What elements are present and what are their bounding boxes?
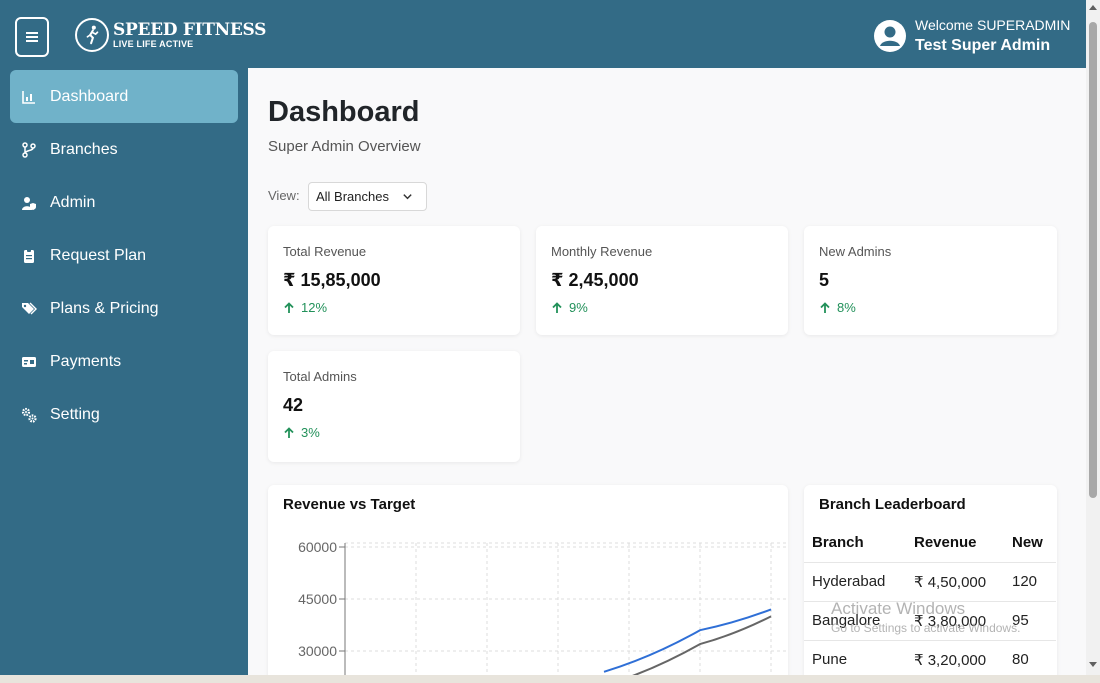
chart-title: Revenue vs Target <box>283 496 416 513</box>
table-row: Hyderabad ₹ 4,50,000 120 <box>804 562 1056 602</box>
sidebar: Dashboard Branches Admin Request Plan Pl… <box>0 68 248 683</box>
table-cell: Bangalore <box>804 601 906 641</box>
hamburger-icon <box>26 32 38 42</box>
main-content: Dashboard Super Admin Overview View: All… <box>248 68 1086 675</box>
arrow-up-icon <box>284 426 294 438</box>
arrow-up-icon <box>820 301 830 313</box>
watermark-line-1: Activate Windows <box>831 599 966 618</box>
sidebar-item-admin[interactable]: Admin <box>10 176 238 229</box>
stat-change-value: 3% <box>301 425 320 440</box>
runner-icon <box>75 18 109 52</box>
branch-view-select[interactable]: All Branches <box>308 182 427 211</box>
table-cell: 80 <box>1004 640 1056 675</box>
stat-card-total-revenue: Total Revenue ₹ 15,85,000 12% <box>268 226 520 335</box>
column-header: New <box>1004 523 1056 563</box>
menu-toggle-button[interactable] <box>15 17 49 57</box>
sidebar-item-label: Plans & Pricing <box>50 299 159 317</box>
y-tick-label: 45000 <box>298 591 337 607</box>
scroll-down-arrow-icon[interactable] <box>1089 662 1097 668</box>
chart-icon <box>20 88 38 106</box>
sidebar-item-label: Branches <box>50 140 118 158</box>
gears-icon <box>20 406 38 424</box>
os-taskbar <box>0 675 1100 683</box>
clipboard-icon <box>20 247 38 265</box>
y-tick-label: 30000 <box>298 643 337 659</box>
stat-value: ₹ 2,45,000 <box>551 270 639 290</box>
sidebar-item-plans-pricing[interactable]: Plans & Pricing <box>10 282 238 335</box>
table-cell: ₹ 4,50,000 <box>906 562 1004 602</box>
branch-view-value: All Branches <box>316 189 389 204</box>
table-row: Bangalore ₹ 3,80,000 95 <box>804 601 1056 641</box>
y-tick-label: 60000 <box>298 539 337 555</box>
sidebar-item-request-plan[interactable]: Request Plan <box>10 229 238 282</box>
stat-label: Total Admins <box>283 369 357 384</box>
stat-card-total-admins: Total Admins 42 3% <box>268 351 520 462</box>
table-cell: Hyderabad <box>804 562 906 602</box>
scroll-thumb[interactable] <box>1089 22 1097 498</box>
branch-icon <box>20 141 38 159</box>
stat-label: New Admins <box>819 244 892 259</box>
stat-change: 12% <box>283 300 327 315</box>
sidebar-item-label: Dashboard <box>50 87 129 105</box>
stat-change-value: 12% <box>301 300 328 315</box>
brand-logo[interactable]: SPEED FITNESS LIVE LIFE ACTIVE <box>75 18 266 52</box>
stat-label: Monthly Revenue <box>551 244 653 259</box>
sidebar-item-branches[interactable]: Branches <box>10 123 238 176</box>
stat-value: 42 <box>283 395 304 415</box>
sidebar-item-label: Payments <box>50 352 122 370</box>
sidebar-item-payments[interactable]: Payments <box>10 335 238 388</box>
view-label: View: <box>268 188 300 203</box>
stat-card-new-admins: New Admins 5 8% <box>804 226 1057 335</box>
sidebar-item-setting[interactable]: Setting <box>10 388 238 441</box>
table-cell: ₹ 3,20,000 <box>906 640 1004 675</box>
stat-change: 9% <box>551 300 588 315</box>
revenue-chart-card: Revenue vs Target 30000 45000 60000 <box>268 485 788 675</box>
leaderboard-title: Branch Leaderboard <box>819 496 966 513</box>
revenue-line-chart: 30000 45000 60000 <box>298 539 788 675</box>
target-series-line <box>632 615 772 675</box>
user-welcome: Welcome SUPERADMIN <box>915 17 1071 33</box>
revenue-series-line <box>603 608 772 673</box>
table-row: Pune ₹ 3,20,000 80 <box>804 640 1056 675</box>
stat-value: ₹ 15,85,000 <box>283 270 381 290</box>
leaderboard-card: Branch Leaderboard Branch Revenue New Hy… <box>804 485 1057 675</box>
page-scrollbar[interactable] <box>1086 0 1100 675</box>
table-header-row: Branch Revenue New <box>804 523 1056 563</box>
tags-icon <box>20 300 38 318</box>
money-card-icon <box>20 353 38 371</box>
user-shield-icon <box>20 194 38 212</box>
brand-name: SPEED FITNESS <box>113 19 267 40</box>
brand-tagline: LIVE LIFE ACTIVE <box>113 38 194 49</box>
scroll-up-arrow-icon[interactable] <box>1089 4 1097 10</box>
arrow-up-icon <box>552 301 562 313</box>
table-cell: 95 <box>1004 601 1056 641</box>
leaderboard-table: Branch Revenue New Hyderabad ₹ 4,50,000 … <box>804 523 1056 675</box>
user-name: Test Super Admin <box>915 37 1051 54</box>
user-menu[interactable]: Welcome SUPERADMIN Test Super Admin <box>874 17 1070 55</box>
arrow-up-icon <box>284 301 294 313</box>
chevron-down-icon <box>403 194 412 200</box>
sidebar-item-dashboard[interactable]: Dashboard <box>10 70 238 123</box>
activate-windows-watermark: Activate Windows Go to Settings to activ… <box>831 599 1020 635</box>
column-header: Revenue <box>906 523 1004 563</box>
stat-value: 5 <box>819 270 830 290</box>
page-subtitle: Super Admin Overview <box>268 138 421 155</box>
sidebar-item-label: Setting <box>50 405 100 423</box>
sidebar-item-label: Request Plan <box>50 246 147 264</box>
user-avatar-icon <box>874 20 906 52</box>
stat-change-value: 8% <box>837 300 856 315</box>
table-cell: 120 <box>1004 562 1056 602</box>
stat-change-value: 9% <box>569 300 588 315</box>
stat-change: 3% <box>283 425 320 440</box>
stat-change: 8% <box>819 300 856 315</box>
watermark-line-2: Go to Settings to activate Windows. <box>831 621 1021 635</box>
sidebar-item-label: Admin <box>50 193 96 211</box>
top-navbar: SPEED FITNESS LIVE LIFE ACTIVE Welcome S… <box>0 0 1086 68</box>
table-cell: ₹ 3,80,000 <box>906 601 1004 641</box>
column-header: Branch <box>804 523 906 563</box>
stat-card-monthly-revenue: Monthly Revenue ₹ 2,45,000 9% <box>536 226 788 335</box>
table-cell: Pune <box>804 640 906 675</box>
page-title: Dashboard <box>268 96 420 128</box>
stat-label: Total Revenue <box>283 244 367 259</box>
